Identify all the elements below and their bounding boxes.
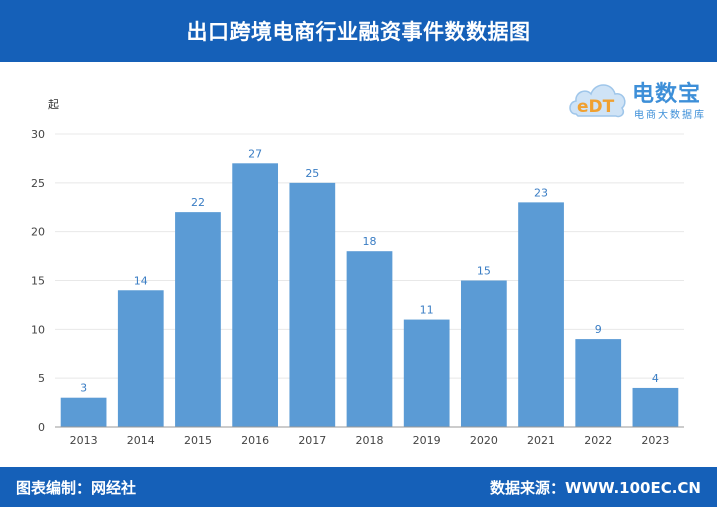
footer-bar: 图表编制：网经社 数据来源：WWW.100EC.CN xyxy=(0,467,717,507)
bar-2020 xyxy=(460,280,507,427)
bar-2022 xyxy=(575,339,622,427)
x-tick-label-2018: 2018 xyxy=(356,434,384,447)
data-label-2014: 14 xyxy=(134,274,148,287)
page-title: 出口跨境电商行业融资事件数数据图 xyxy=(186,20,531,44)
logo-brand: 电数宝 xyxy=(632,82,702,107)
data-label-2023: 4 xyxy=(652,372,659,385)
bar-2019 xyxy=(403,319,450,427)
data-label-2021: 23 xyxy=(534,186,548,199)
y-tick-label: 20 xyxy=(31,226,45,239)
bar-2017 xyxy=(289,182,336,427)
y-tick-label: 0 xyxy=(38,421,45,434)
header-bar: 出口跨境电商行业融资事件数数据图 xyxy=(0,0,717,62)
x-tick-label-2016: 2016 xyxy=(241,434,269,447)
x-tick-label-2019: 2019 xyxy=(413,434,441,447)
x-tick-label-2021: 2021 xyxy=(527,434,555,447)
data-label-2018: 18 xyxy=(363,235,377,248)
data-label-2013: 3 xyxy=(80,382,87,395)
data-label-2022: 9 xyxy=(595,323,602,336)
cloud-logo-icon: eDT xyxy=(569,84,626,118)
bars xyxy=(60,163,679,428)
y-tick-label: 25 xyxy=(31,177,45,190)
bar-2015 xyxy=(175,212,221,427)
y-tick-label: 30 xyxy=(31,128,45,141)
x-tick-label-2014: 2014 xyxy=(127,434,155,447)
logo-subtitle: 电商大数据库 xyxy=(634,110,706,121)
bar-2013 xyxy=(60,397,107,427)
y-axis-ticks: 0 5 10 15 20 25 30 xyxy=(31,128,45,434)
data-label-2020: 15 xyxy=(477,265,491,278)
data-label-2019: 11 xyxy=(420,304,434,317)
bar-2014 xyxy=(117,290,164,427)
data-label-2016: 27 xyxy=(248,147,262,160)
y-tick-label: 15 xyxy=(31,275,45,288)
x-tick-label-2017: 2017 xyxy=(298,434,326,447)
x-axis-ticks: 2013 2014 2015 2016 2017 2018 2019 2020 2021 2022… xyxy=(70,434,670,447)
x-tick-label-2022: 2022 xyxy=(584,434,612,447)
logo-mark-text: eDT xyxy=(577,97,615,117)
x-tick-label-2013: 2013 xyxy=(70,434,98,447)
data-label-2015: 22 xyxy=(191,196,205,209)
x-tick-label-2023: 2023 xyxy=(641,434,669,447)
data-source-credit: 数据来源：WWW.100EC.CN xyxy=(490,479,701,497)
edt-logo: eDT 电数宝 电商大数据库 xyxy=(566,70,712,126)
bar-2021 xyxy=(518,202,564,427)
x-tick-label-2015: 2015 xyxy=(184,434,212,447)
bar-2016 xyxy=(232,163,279,428)
data-label-2017: 25 xyxy=(305,167,319,180)
x-tick-label-2020: 2020 xyxy=(470,434,498,447)
chart-editor-credit: 图表编制：网经社 xyxy=(16,479,137,497)
y-axis-unit: 起 xyxy=(48,98,59,111)
bar-2023 xyxy=(632,387,679,427)
y-tick-label: 10 xyxy=(31,323,45,336)
y-tick-label: 5 xyxy=(38,372,45,385)
data-labels: 3 14 22 27 25 18 11 15 23 9 4 xyxy=(80,147,659,394)
bar-2018 xyxy=(346,251,393,427)
